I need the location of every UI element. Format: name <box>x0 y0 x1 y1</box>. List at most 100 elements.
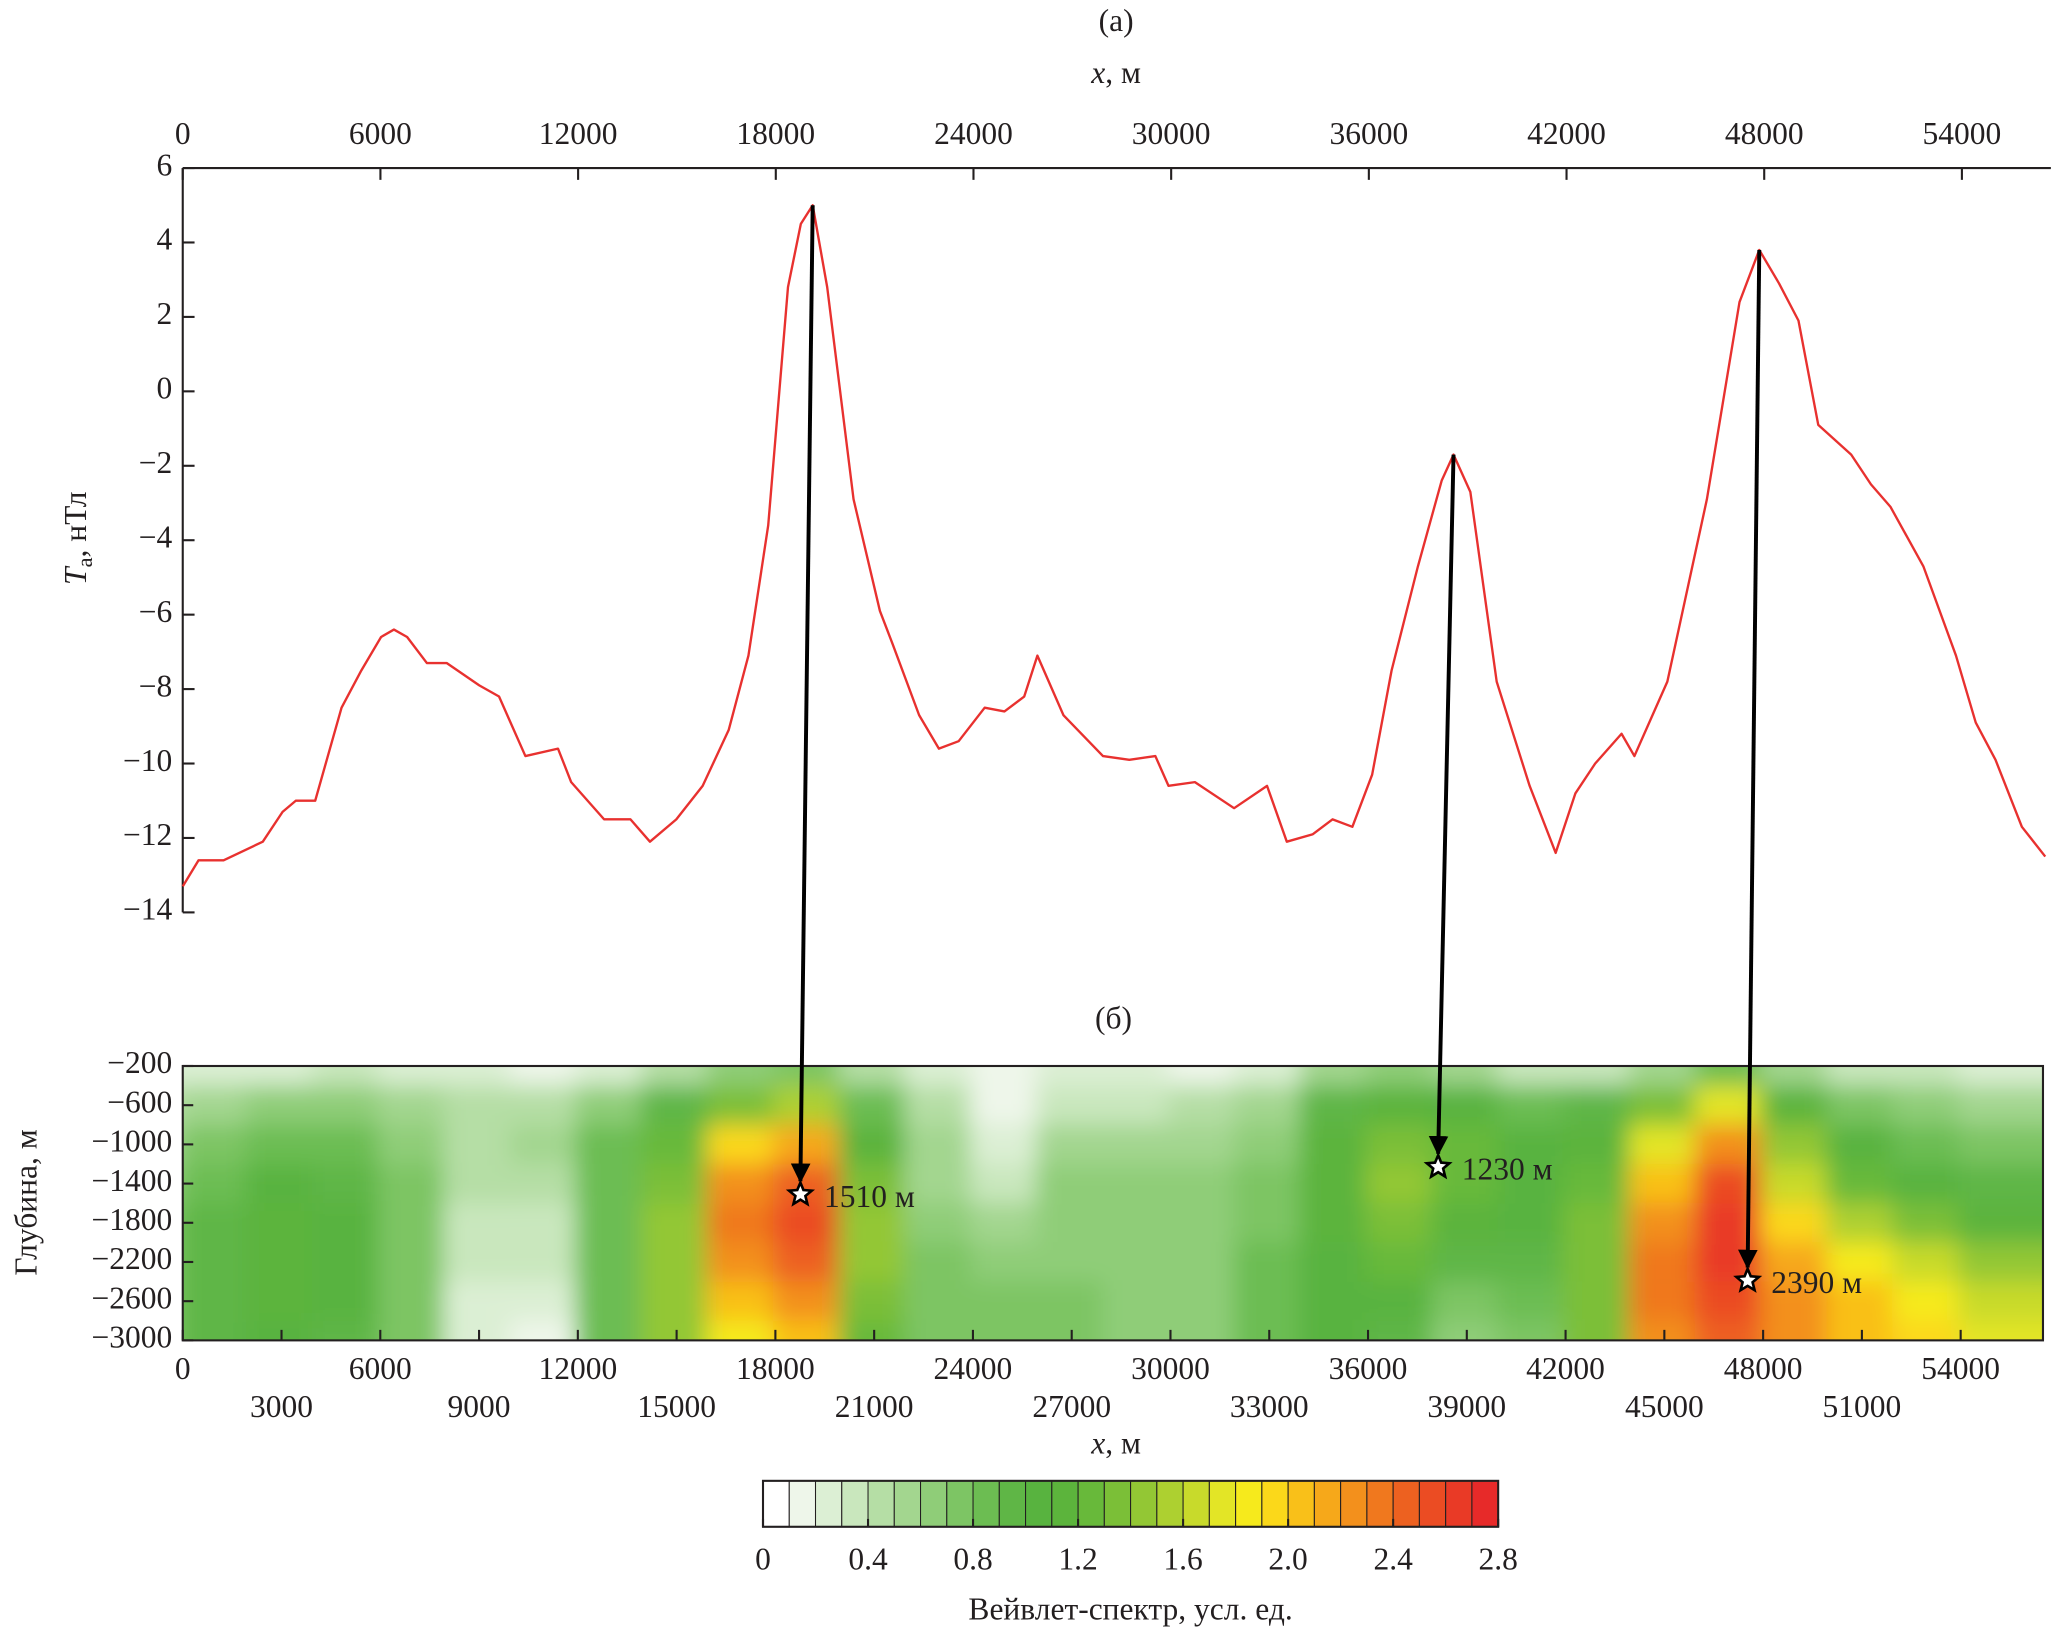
x-tick-label: 6000 <box>349 1351 412 1386</box>
x-tick-label: 36000 <box>1329 1351 1408 1386</box>
heatmap-cell <box>1958 1320 2043 1341</box>
y-tick-label: 0 <box>156 371 172 406</box>
y-tick-label: −1000 <box>91 1124 172 1159</box>
x-tick-label: 15000 <box>637 1389 716 1424</box>
colorbar-tick-label: 2.8 <box>1478 1541 1517 1576</box>
panel-title: (а) <box>1099 3 1134 38</box>
colorbar-swatch <box>998 1480 1027 1528</box>
colorbar-swatch <box>841 1480 869 1528</box>
x-tick-label: 21000 <box>835 1389 914 1424</box>
colorbar-swatch <box>762 1480 790 1528</box>
colorbar-swatch <box>814 1480 843 1528</box>
y-tick-label: −1400 <box>91 1163 172 1198</box>
annotation-label: 1510 м <box>824 1179 915 1214</box>
y-tick-label: 6 <box>156 147 172 182</box>
annotation-label: 1230 м <box>1462 1151 1553 1186</box>
colorbar-swatch <box>1208 1480 1237 1528</box>
x-tick-label: 54000 <box>1923 116 2002 151</box>
y-axis-label-unit: , нТл <box>58 492 93 558</box>
colorbar-swatch <box>920 1480 948 1528</box>
x-tick-label: 42000 <box>1526 1351 1605 1386</box>
y-tick-label: −3000 <box>91 1320 172 1355</box>
colorbar-label: Вейвлет-спектр, усл. ед. <box>968 1591 1292 1626</box>
y-tick-label: 2 <box>156 296 172 331</box>
colorbar-tick-label: 2.4 <box>1373 1541 1413 1576</box>
x-tick-label: 12000 <box>538 1351 617 1386</box>
arrow <box>1738 249 1762 1270</box>
colorbar-swatch <box>1077 1480 1105 1528</box>
colorbar-tick-label: 0 <box>755 1541 771 1576</box>
panel-title: (б) <box>1095 1001 1132 1036</box>
colorbar-swatch <box>1235 1480 1263 1528</box>
x-tick-label: 6000 <box>349 116 412 151</box>
y-axis-label: Глубина, м <box>8 1129 43 1275</box>
x-tick-label: 0 <box>175 1351 191 1386</box>
y-tick-label: −4 <box>139 519 173 554</box>
colorbar-tick-label: 2.0 <box>1268 1541 1307 1576</box>
y-tick-label: −14 <box>123 892 173 927</box>
x-tick-label: 24000 <box>934 1351 1013 1386</box>
colorbar-swatch <box>946 1480 974 1528</box>
heatmap-cell <box>1958 1163 2043 1205</box>
colorbar-tick-label: 1.6 <box>1163 1541 1202 1576</box>
heatmap-cell <box>1958 1124 2043 1166</box>
colorbar-frame <box>761 1479 1500 1528</box>
y-tick-label: −12 <box>123 817 172 852</box>
colorbar-swatch <box>788 1480 817 1528</box>
colorbar-swatch <box>1340 1480 1368 1528</box>
colorbar-tick-label: 1.2 <box>1058 1541 1097 1576</box>
y-axis-label-sub: а <box>72 557 97 567</box>
star-marker <box>785 1179 816 1207</box>
y-tick-label: −2600 <box>91 1280 172 1315</box>
x-tick-label: 39000 <box>1427 1389 1506 1424</box>
line <box>181 204 2047 887</box>
x-tick-label: 0 <box>175 116 191 151</box>
heatmap-cell <box>1958 1065 2043 1087</box>
x-tick-label: 48000 <box>1724 1351 1803 1386</box>
y-tick-label: −200 <box>107 1045 172 1080</box>
x-tick-label: 54000 <box>1921 1351 2000 1386</box>
heatmap-cell <box>1958 1242 2043 1283</box>
x-tick-label: 24000 <box>934 116 1013 151</box>
x-tick-label: 18000 <box>736 1351 815 1386</box>
star-marker <box>1733 1265 1763 1293</box>
x-tick-label: 3000 <box>250 1389 313 1424</box>
x-tick-label: 42000 <box>1527 116 1606 151</box>
x-tick-label: 30000 <box>1131 1351 1210 1386</box>
y-axis-label: Tа, нТл <box>58 492 97 585</box>
heatmap-cell <box>1958 1203 2043 1244</box>
y-tick-label: −2 <box>139 445 173 480</box>
y-tick-label: −8 <box>139 668 173 703</box>
y-tick-label: −600 <box>107 1084 172 1119</box>
colorbar-swatch <box>972 1480 1000 1528</box>
x-tick-label: 36000 <box>1329 116 1408 151</box>
colorbar-swatch <box>1445 1480 1473 1528</box>
arrow <box>1428 454 1456 1156</box>
y-tick-label: 4 <box>156 222 172 257</box>
x-tick-label: 27000 <box>1032 1389 1111 1424</box>
colorbar-swatch <box>1156 1480 1184 1528</box>
colorbar-swatch <box>1392 1480 1420 1528</box>
y-tick-label: −1800 <box>91 1202 172 1237</box>
colorbar-swatch <box>1103 1480 1132 1528</box>
x-tick-label: 51000 <box>1823 1389 1902 1424</box>
colorbar-swatch <box>1471 1480 1499 1528</box>
colorbar-tick-label: 0.8 <box>953 1541 992 1576</box>
colorbar-swatch <box>1418 1480 1447 1528</box>
arrow <box>790 205 815 1184</box>
y-axis-label-var: T <box>58 565 93 585</box>
heatmap-cells <box>182 1065 2043 1341</box>
colorbar-tick-label: 0.4 <box>848 1541 888 1576</box>
heatmap-cell <box>1958 1281 2043 1323</box>
x-tick-label: 33000 <box>1230 1389 1309 1424</box>
colorbar-swatch <box>1261 1480 1289 1528</box>
y-tick-label: −2200 <box>91 1241 172 1276</box>
x-axis-label-var: x <box>1090 55 1105 90</box>
colorbar-swatch <box>1051 1480 1079 1528</box>
x-tick-label: 48000 <box>1725 116 1804 151</box>
x-axis-label-unit: , м <box>1105 1426 1141 1461</box>
colorbar-swatch <box>1130 1480 1158 1528</box>
x-tick-label: 12000 <box>539 116 618 151</box>
heatmap <box>182 1065 2043 1341</box>
colorbar-swatch <box>1313 1480 1342 1528</box>
